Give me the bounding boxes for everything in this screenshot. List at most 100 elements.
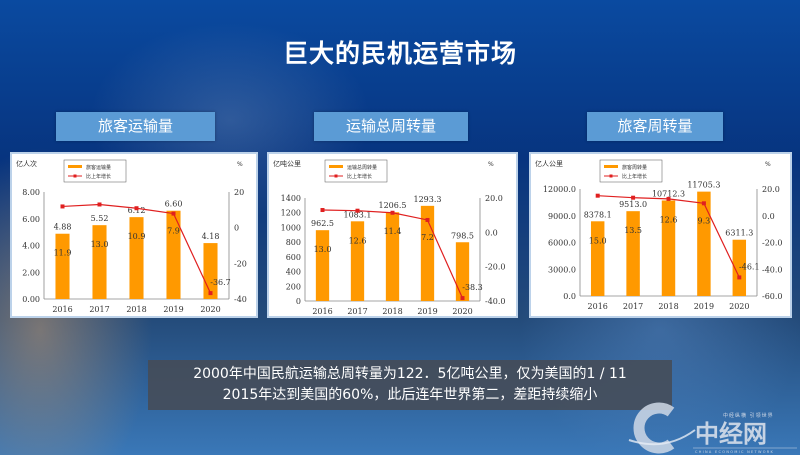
growth-value-label: 9.3 xyxy=(698,216,711,225)
panel-title-total-turnover: 运输总周转量 xyxy=(314,112,468,141)
bar xyxy=(55,233,70,299)
y2-tick-label: -40.0 xyxy=(485,297,506,306)
x-tick-label: 2020 xyxy=(452,307,472,316)
y-tick-label: 0 xyxy=(296,297,301,306)
y-tick-label: 3000.0 xyxy=(548,265,576,274)
bar-value-label: 798.5 xyxy=(451,231,474,240)
growth-value-label: -36.7 xyxy=(210,278,231,287)
x-tick-label: 2016 xyxy=(588,302,608,311)
bar-value-label: 1206.5 xyxy=(379,201,407,210)
x-tick-label: 2018 xyxy=(658,302,678,311)
growth-value-label: 12.6 xyxy=(660,215,678,224)
legend-bar-label: 旅客周转量 xyxy=(622,164,647,171)
y-tick-label: 8.00 xyxy=(22,188,40,197)
y-axis-label: 亿人次 xyxy=(16,159,37,168)
y2-axis-label: % xyxy=(488,161,494,168)
x-tick-label: 2017 xyxy=(623,302,643,311)
svg-text:CHINA ECONOMIC NETWORK: CHINA ECONOMIC NETWORK xyxy=(695,450,774,454)
bar xyxy=(626,211,640,296)
bar-value-label: 1083.1 xyxy=(344,210,372,219)
growth-value-label: 13.5 xyxy=(624,226,642,235)
growth-marker xyxy=(355,208,360,213)
growth-marker xyxy=(60,204,65,209)
bar-value-label: 6.12 xyxy=(128,206,146,215)
legend-line-label: 比上年增长 xyxy=(86,173,111,180)
growth-marker xyxy=(320,208,325,213)
growth-marker xyxy=(134,206,139,211)
y-tick-label: 6.00 xyxy=(22,215,40,224)
growth-value-label: 11.9 xyxy=(54,249,72,258)
bar-value-label: 10712.3 xyxy=(652,189,685,198)
y2-tick-label: -60.0 xyxy=(762,292,783,301)
legend-bar-label: 运输总周转量 xyxy=(347,164,377,171)
y2-tick-label: 20.0 xyxy=(762,185,780,194)
bar xyxy=(129,217,144,299)
y-tick-label: 4.00 xyxy=(22,242,40,251)
bar xyxy=(166,210,181,299)
growth-marker xyxy=(171,211,176,216)
chart-passenger-volume: 亿人次% 0.00 2.00 4.00 6.00 8.00 -40 -20 0 20 4.88 201… xyxy=(10,152,258,318)
bar-value-label: 5.52 xyxy=(91,214,109,223)
y-tick-label: 200 xyxy=(286,282,301,291)
legend-line-marker xyxy=(609,174,613,178)
legend-bar-label: 旅客运输量 xyxy=(86,164,111,171)
growth-marker xyxy=(208,291,213,296)
y2-axis-label: % xyxy=(765,161,771,168)
legend-line-marker xyxy=(73,174,77,178)
growth-marker xyxy=(666,196,671,201)
bar xyxy=(732,239,747,296)
y-tick-label: 1200 xyxy=(281,209,301,218)
y-tick-label: 800 xyxy=(286,238,301,247)
growth-marker xyxy=(97,202,102,207)
growth-marker xyxy=(390,210,395,215)
growth-value-label: 11.4 xyxy=(384,227,402,236)
bar xyxy=(203,243,218,299)
growth-value-label: 13.0 xyxy=(314,245,332,254)
growth-marker xyxy=(460,296,465,301)
growth-value-label: -38.3 xyxy=(462,283,483,292)
growth-value-label: 13.0 xyxy=(91,240,109,249)
y2-tick-label: 20.0 xyxy=(485,194,503,203)
x-tick-label: 2019 xyxy=(417,307,437,316)
bar-value-label: 6.60 xyxy=(165,200,183,209)
x-tick-label: 2016 xyxy=(312,307,332,316)
growth-value-label: -46.1 xyxy=(739,262,760,271)
y-axis-label: 亿人公里 xyxy=(535,159,563,168)
bar-value-label: 962.5 xyxy=(311,219,334,228)
legend-bar-swatch xyxy=(68,165,82,168)
chart-total-turnover: 亿吨公里% 0 200 400 600 800 1000 1200 1400 -40.0 -20.0… xyxy=(267,152,518,318)
y-tick-label: 1000 xyxy=(281,223,301,232)
y-axis-label: 亿吨公里 xyxy=(273,159,301,168)
legend-line-label: 比上年增长 xyxy=(622,173,647,180)
growth-marker xyxy=(701,201,706,206)
y-tick-label: 0.00 xyxy=(22,295,40,304)
y-tick-label: 12000.0 xyxy=(543,185,576,194)
growth-value-label: 12.6 xyxy=(349,236,367,245)
caption-line-2: 2015年达到美国的60%，此后连年世界第二，差距持续缩小 xyxy=(222,387,598,403)
growth-value-label: 7.9 xyxy=(167,227,180,236)
y-tick-label: 9000.0 xyxy=(548,212,576,221)
y2-tick-label: -40.0 xyxy=(762,265,783,274)
panel-title-passenger-turnover: 旅客周转量 xyxy=(587,112,723,141)
bar-value-label: 1293.3 xyxy=(414,195,442,204)
y-tick-label: 2.00 xyxy=(22,268,40,277)
legend-line-label: 比上年增长 xyxy=(347,173,372,180)
growth-value-label: 15.0 xyxy=(589,236,607,245)
caption-box: 2000年中国民航运输总周转量为122．5亿吨公里，仅为美国的1 / 11 20… xyxy=(148,360,672,410)
growth-marker xyxy=(631,195,636,200)
y-tick-label: 400 xyxy=(286,268,301,277)
y2-tick-label: -20.0 xyxy=(762,239,783,248)
x-tick-label: 2017 xyxy=(89,305,109,314)
x-tick-label: 2019 xyxy=(694,302,714,311)
bar-value-label: 8378.1 xyxy=(584,210,612,219)
growth-marker xyxy=(425,217,430,222)
growth-value-label: 7.2 xyxy=(421,233,434,242)
y2-tick-label: -40 xyxy=(234,295,247,304)
legend-line-marker xyxy=(334,174,338,178)
caption-line-1: 2000年中国民航运输总周转量为122．5亿吨公里，仅为美国的1 / 11 xyxy=(193,366,627,382)
bar xyxy=(590,221,605,296)
bar xyxy=(92,225,107,299)
x-tick-label: 2020 xyxy=(200,305,220,314)
svg-text:中经网: 中经网 xyxy=(695,419,767,448)
